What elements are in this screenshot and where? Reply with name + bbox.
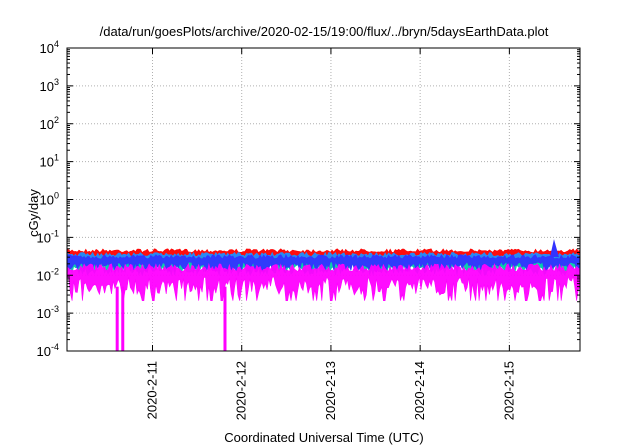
series-band: [66, 262, 581, 302]
x-tick-label: 2020-2-12: [234, 361, 249, 420]
x-tick-label: 2020-2-11: [145, 361, 160, 419]
y-axis-label: cGy/day: [26, 189, 41, 237]
y-tick-label: 104: [40, 39, 59, 56]
y-tick-label: 100: [40, 191, 59, 208]
chart-title: /data/run/goesPlots/archive/2020-02-15/1…: [100, 24, 549, 39]
y-tick-label: 10-3: [37, 304, 59, 321]
x-axis-label: Coordinated Universal Time (UTC): [224, 430, 423, 445]
x-tick-label: 2020-2-15: [501, 361, 516, 420]
plot-frame: [66, 47, 581, 352]
y-tick-label: 103: [40, 77, 59, 94]
axes: [66, 47, 581, 352]
y-tick-label: 10-2: [37, 266, 59, 283]
y-tick-label: 102: [40, 115, 59, 132]
y-tick-label: 10-4: [37, 342, 59, 359]
y-tick-label: 101: [40, 153, 59, 170]
dropout-mark: [121, 286, 125, 351]
grid: [67, 48, 580, 351]
x-axis-ticks: 2020-2-11 2020-2-12 2020-2-13 2020-2-14 2020…: [145, 48, 516, 420]
dropout-mark: [115, 286, 119, 351]
series-group: [66, 239, 581, 351]
x-tick-label: 2020-2-14: [412, 361, 427, 420]
dropout-mark: [223, 286, 227, 351]
spike-mark: [549, 239, 559, 258]
x-tick-label: 2020-2-13: [323, 361, 338, 420]
